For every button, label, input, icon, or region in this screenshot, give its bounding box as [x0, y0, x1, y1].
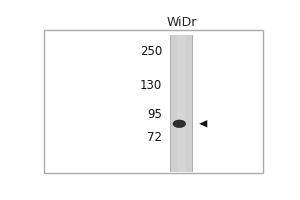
Text: 95: 95	[147, 108, 162, 121]
Bar	[171, 35, 192, 172]
Text: 72: 72	[147, 131, 162, 144]
Bar	[178, 35, 186, 172]
Polygon shape	[199, 120, 207, 127]
Text: 250: 250	[140, 45, 162, 58]
Text: 130: 130	[140, 79, 162, 92]
Ellipse shape	[173, 120, 186, 128]
Bar	[170, 35, 193, 172]
Text: WiDr: WiDr	[167, 16, 197, 29]
